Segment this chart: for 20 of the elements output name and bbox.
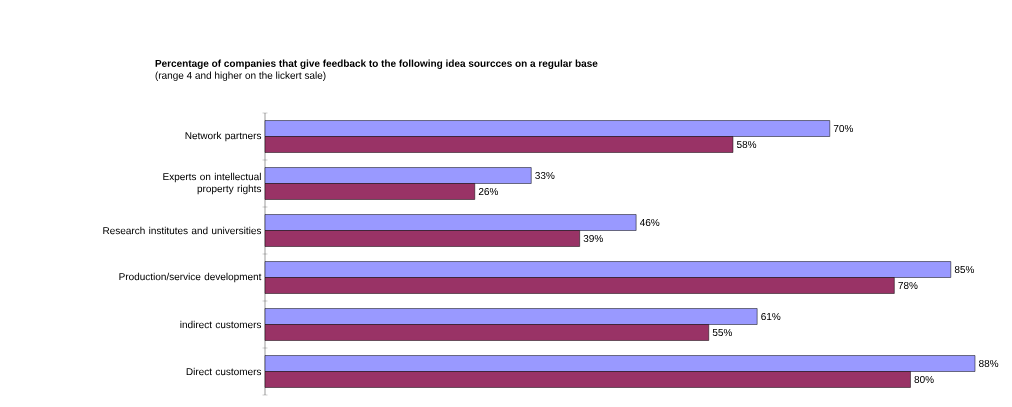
chart-subtitle: (range 4 and higher on the lickert sale) bbox=[155, 71, 326, 81]
data-label: 33% bbox=[535, 171, 555, 180]
data-label: 58% bbox=[736, 140, 757, 149]
data-label: 61% bbox=[761, 312, 781, 321]
y-tick-label: indirect customers bbox=[180, 320, 262, 329]
data-label: 39% bbox=[583, 234, 603, 243]
y-tick-label: Production/service development bbox=[119, 272, 262, 283]
data-label: 55% bbox=[712, 328, 732, 337]
data-label: 80% bbox=[914, 375, 934, 384]
data-label: 78% bbox=[898, 281, 918, 290]
data-label: 70% bbox=[833, 124, 854, 133]
data-label: 26% bbox=[478, 187, 499, 196]
data-label: 88% bbox=[979, 359, 999, 368]
y-tick-label: Direct customers bbox=[186, 367, 262, 376]
y-tick-label: Experts on intellectual property rights bbox=[163, 172, 262, 195]
data-label: 46% bbox=[639, 218, 660, 227]
data-label: 85% bbox=[954, 265, 975, 274]
y-tick-label: Research institutes and universities bbox=[103, 226, 262, 235]
chart-title: Percentage of companies that give feedback to the following idea sourcces on a regular base bbox=[155, 59, 598, 69]
y-tick-label: Network partners bbox=[185, 131, 262, 142]
